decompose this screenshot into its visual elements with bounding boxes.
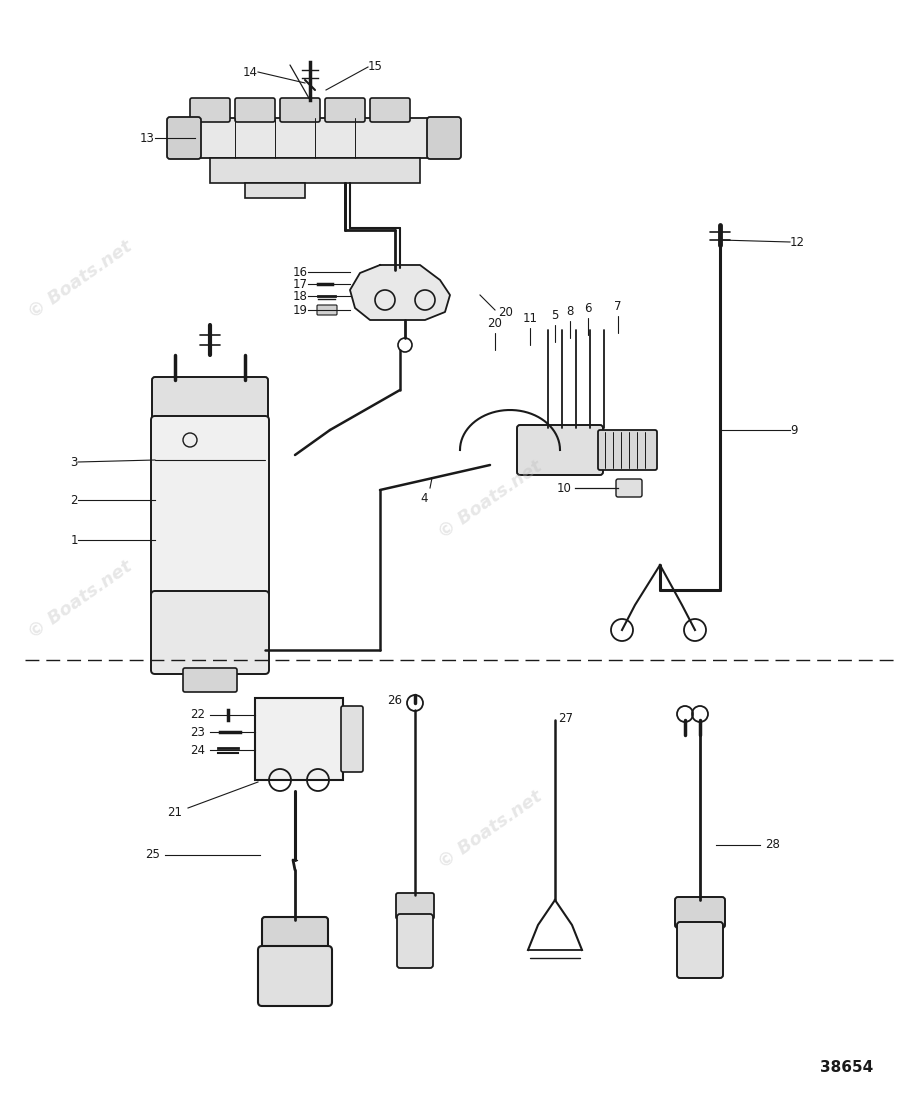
FancyBboxPatch shape bbox=[675, 896, 725, 928]
Text: 5: 5 bbox=[552, 309, 559, 322]
Bar bbox=[245, 183, 305, 198]
Text: 13: 13 bbox=[140, 131, 155, 145]
FancyBboxPatch shape bbox=[190, 98, 230, 123]
FancyBboxPatch shape bbox=[616, 479, 642, 497]
Text: 20: 20 bbox=[488, 317, 503, 330]
Text: 2: 2 bbox=[70, 493, 78, 507]
Text: 16: 16 bbox=[293, 265, 308, 278]
FancyBboxPatch shape bbox=[325, 98, 365, 123]
Text: 38654: 38654 bbox=[820, 1061, 873, 1075]
Text: 20: 20 bbox=[498, 306, 513, 318]
Text: 10: 10 bbox=[557, 481, 572, 495]
FancyBboxPatch shape bbox=[341, 705, 363, 772]
Text: 15: 15 bbox=[368, 61, 383, 74]
Text: 18: 18 bbox=[293, 289, 308, 302]
FancyBboxPatch shape bbox=[317, 305, 337, 315]
Text: 19: 19 bbox=[293, 304, 308, 317]
Text: © Boats.net: © Boats.net bbox=[434, 787, 545, 872]
Bar bbox=[210, 158, 420, 183]
Text: © Boats.net: © Boats.net bbox=[434, 457, 545, 542]
FancyBboxPatch shape bbox=[262, 917, 328, 953]
Text: 6: 6 bbox=[584, 302, 591, 315]
Text: 11: 11 bbox=[522, 312, 538, 325]
Bar bbox=[195, 118, 435, 158]
FancyBboxPatch shape bbox=[280, 98, 320, 123]
FancyBboxPatch shape bbox=[152, 376, 268, 423]
FancyBboxPatch shape bbox=[235, 98, 275, 123]
Text: 4: 4 bbox=[420, 492, 428, 505]
FancyBboxPatch shape bbox=[427, 117, 461, 159]
Text: 25: 25 bbox=[145, 849, 160, 861]
Polygon shape bbox=[350, 265, 450, 320]
FancyBboxPatch shape bbox=[517, 425, 603, 475]
FancyBboxPatch shape bbox=[598, 429, 657, 470]
Text: 14: 14 bbox=[243, 65, 258, 78]
FancyBboxPatch shape bbox=[370, 98, 410, 123]
FancyBboxPatch shape bbox=[183, 668, 237, 692]
Text: 26: 26 bbox=[387, 693, 402, 707]
FancyBboxPatch shape bbox=[151, 591, 269, 675]
Text: © Boats.net: © Boats.net bbox=[25, 558, 135, 643]
Text: 9: 9 bbox=[790, 424, 797, 436]
Bar bbox=[255, 698, 343, 781]
FancyBboxPatch shape bbox=[167, 117, 201, 159]
Text: 23: 23 bbox=[190, 725, 205, 739]
FancyBboxPatch shape bbox=[151, 416, 269, 599]
Text: 24: 24 bbox=[190, 743, 205, 756]
FancyBboxPatch shape bbox=[258, 946, 332, 1006]
Text: 7: 7 bbox=[614, 300, 622, 314]
Text: 28: 28 bbox=[765, 839, 780, 851]
Text: © Boats.net: © Boats.net bbox=[25, 237, 135, 322]
Text: 27: 27 bbox=[558, 711, 573, 724]
Text: 1: 1 bbox=[70, 533, 78, 546]
Text: 22: 22 bbox=[190, 709, 205, 722]
FancyBboxPatch shape bbox=[396, 893, 434, 919]
Text: 8: 8 bbox=[566, 305, 574, 318]
Text: 12: 12 bbox=[790, 235, 805, 248]
Text: 3: 3 bbox=[70, 456, 78, 468]
FancyBboxPatch shape bbox=[677, 922, 723, 978]
FancyBboxPatch shape bbox=[397, 914, 433, 968]
Text: 17: 17 bbox=[293, 277, 308, 290]
Text: 21: 21 bbox=[167, 806, 182, 818]
